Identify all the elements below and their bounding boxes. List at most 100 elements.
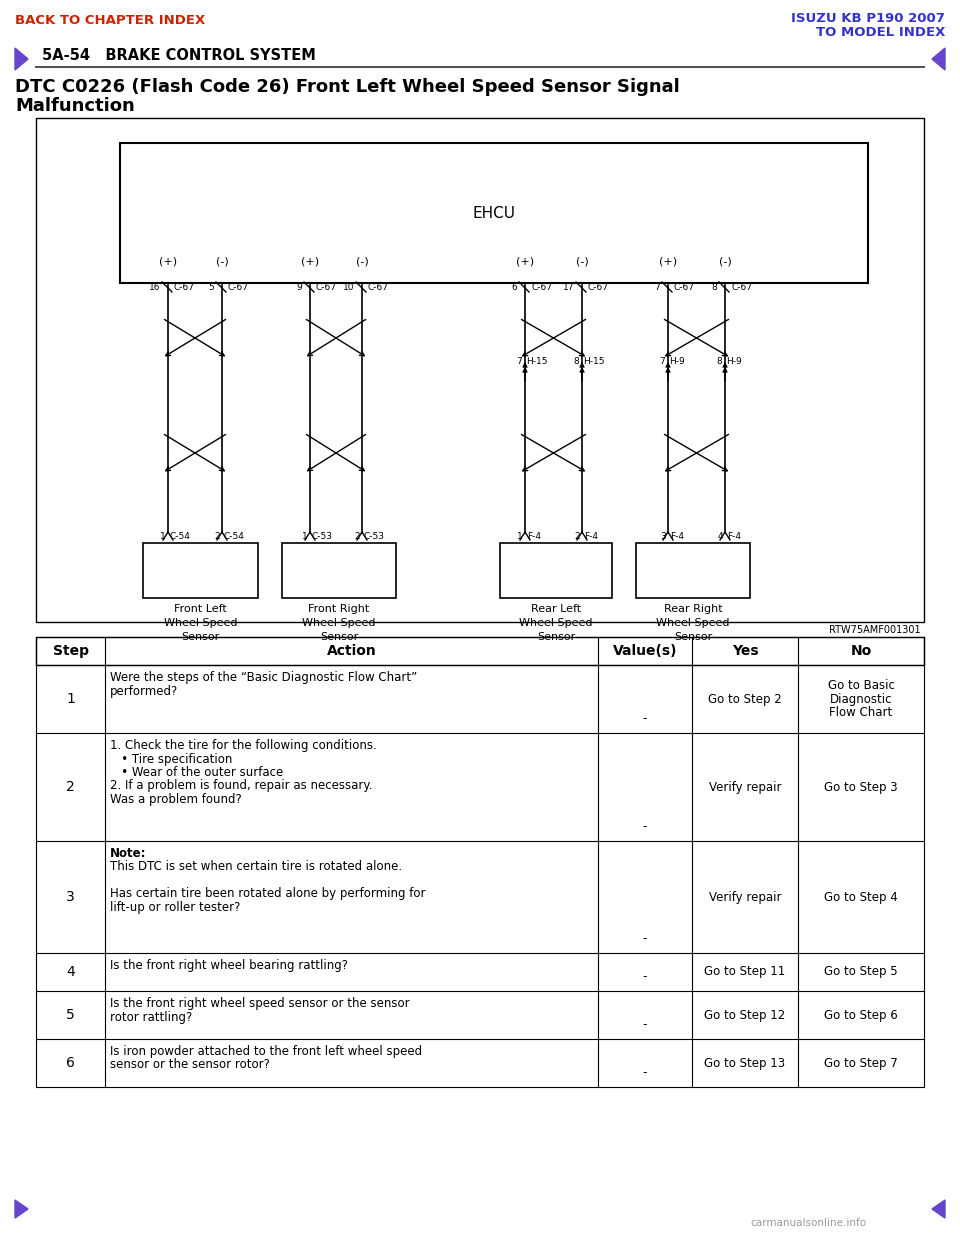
Text: -: - [643, 970, 647, 982]
Text: C-53: C-53 [364, 532, 385, 542]
Text: 10: 10 [343, 282, 354, 292]
Text: Action: Action [326, 645, 376, 658]
Text: Were the steps of the “Basic Diagnostic Flow Chart”: Were the steps of the “Basic Diagnostic … [110, 671, 418, 684]
Text: No: No [851, 645, 872, 658]
Bar [36, 118, 924, 622]
Text: (-): (-) [216, 257, 228, 267]
Bar [282, 543, 396, 597]
Text: (+): (+) [300, 257, 319, 267]
Text: RTW75AMF001301: RTW75AMF001301 [829, 625, 921, 635]
Text: 1: 1 [160, 532, 166, 542]
Text: Go to Step 4: Go to Step 4 [824, 891, 898, 903]
Text: sensor or the sensor rotor?: sensor or the sensor rotor? [110, 1058, 270, 1072]
Text: C-67: C-67 [531, 282, 552, 292]
Text: 4: 4 [717, 532, 723, 542]
Text: lift-up or roller tester?: lift-up or roller tester? [110, 900, 240, 914]
Text: 5: 5 [66, 1009, 75, 1022]
Text: Go to Step 2: Go to Step 2 [708, 693, 781, 705]
Text: DTC C0226 (Flash Code 26) Front Left Wheel Speed Sensor Signal: DTC C0226 (Flash Code 26) Front Left Whe… [15, 78, 680, 96]
Text: C-67: C-67 [588, 282, 609, 292]
Text: Note:: Note: [110, 847, 147, 859]
Text: Go to Basic: Go to Basic [828, 679, 895, 692]
Text: 5A-54   BRAKE CONTROL SYSTEM: 5A-54 BRAKE CONTROL SYSTEM [42, 47, 316, 62]
Text: (-): (-) [719, 257, 732, 267]
Text: -: - [643, 820, 647, 833]
Bar [636, 543, 750, 597]
Text: Was a problem found?: Was a problem found? [110, 792, 242, 806]
Text: performed?: performed? [110, 684, 179, 698]
Bar [36, 637, 924, 664]
Text: Yes: Yes [732, 645, 758, 658]
Polygon shape [15, 48, 28, 70]
Text: Front Right
Wheel Speed
Sensor: Front Right Wheel Speed Sensor [302, 604, 375, 642]
Text: -: - [643, 1018, 647, 1031]
Text: (-): (-) [576, 257, 588, 267]
Text: C-67: C-67 [368, 282, 389, 292]
Text: -: - [643, 712, 647, 725]
Text: 8: 8 [716, 356, 722, 366]
Text: Has certain tire been rotated alone by performing for: Has certain tire been rotated alone by p… [110, 888, 425, 900]
Text: F-4: F-4 [727, 532, 741, 542]
Text: C-67: C-67 [316, 282, 337, 292]
Text: 5: 5 [208, 282, 214, 292]
Text: 7: 7 [516, 356, 522, 366]
Bar [143, 543, 258, 597]
Text: 4: 4 [66, 965, 75, 979]
Text: 2: 2 [66, 780, 75, 794]
Text: 6: 6 [66, 1056, 75, 1071]
Text: 2: 2 [574, 532, 580, 542]
Text: BACK TO CHAPTER INDEX: BACK TO CHAPTER INDEX [15, 14, 205, 27]
Text: Go to Step 7: Go to Step 7 [824, 1057, 898, 1069]
Text: Front Left
Wheel Speed
Sensor: Front Left Wheel Speed Sensor [164, 604, 237, 642]
Text: 17: 17 [563, 282, 574, 292]
Text: C-67: C-67 [228, 282, 249, 292]
Text: Flow Chart: Flow Chart [829, 705, 893, 719]
Text: (+): (+) [659, 257, 677, 267]
Text: 8: 8 [573, 356, 579, 366]
Text: C-54: C-54 [170, 532, 191, 542]
Text: Go to Step 3: Go to Step 3 [825, 780, 898, 794]
Text: 9: 9 [297, 282, 302, 292]
Text: Verify repair: Verify repair [708, 780, 781, 794]
Text: Go to Step 12: Go to Step 12 [705, 1009, 785, 1021]
Text: rotor rattling?: rotor rattling? [110, 1011, 192, 1023]
Text: EHCU: EHCU [472, 205, 516, 221]
Text: C-53: C-53 [312, 532, 333, 542]
Text: -: - [643, 932, 647, 945]
Text: F-4: F-4 [584, 532, 598, 542]
Text: 1: 1 [302, 532, 308, 542]
Text: (+): (+) [159, 257, 177, 267]
Text: 1: 1 [517, 532, 523, 542]
Text: Diagnostic: Diagnostic [829, 693, 892, 705]
Text: 16: 16 [149, 282, 160, 292]
Text: Rear Right
Wheel Speed
Sensor: Rear Right Wheel Speed Sensor [657, 604, 730, 642]
Text: Is the front right wheel speed sensor or the sensor: Is the front right wheel speed sensor or… [110, 997, 410, 1010]
Text: H-9: H-9 [726, 356, 742, 366]
Polygon shape [932, 48, 945, 70]
Text: 2. If a problem is found, repair as necessary.: 2. If a problem is found, repair as nece… [110, 780, 372, 792]
Text: H-9: H-9 [669, 356, 684, 366]
Text: C-67: C-67 [731, 282, 752, 292]
Bar [120, 143, 868, 283]
Text: C-67: C-67 [174, 282, 195, 292]
Bar [500, 543, 612, 597]
Text: Is iron powder attached to the front left wheel speed: Is iron powder attached to the front lef… [110, 1045, 422, 1058]
Text: 7: 7 [655, 282, 660, 292]
Text: • Tire specification: • Tire specification [110, 753, 232, 765]
Text: 2: 2 [214, 532, 220, 542]
Text: H-15: H-15 [526, 356, 547, 366]
Text: 3: 3 [66, 891, 75, 904]
Text: F-4: F-4 [527, 532, 541, 542]
Text: TO MODEL INDEX: TO MODEL INDEX [816, 26, 945, 39]
Text: -: - [643, 1066, 647, 1079]
Text: 3: 3 [660, 532, 666, 542]
Text: Rear Left
Wheel Speed
Sensor: Rear Left Wheel Speed Sensor [519, 604, 592, 642]
Polygon shape [932, 1200, 945, 1218]
Text: Malfunction: Malfunction [15, 97, 134, 116]
Text: Go to Step 6: Go to Step 6 [824, 1009, 898, 1021]
Text: 7: 7 [660, 356, 665, 366]
Text: F-4: F-4 [670, 532, 684, 542]
Text: Go to Step 11: Go to Step 11 [705, 965, 785, 979]
Text: H-15: H-15 [583, 356, 605, 366]
Text: (+): (+) [516, 257, 534, 267]
